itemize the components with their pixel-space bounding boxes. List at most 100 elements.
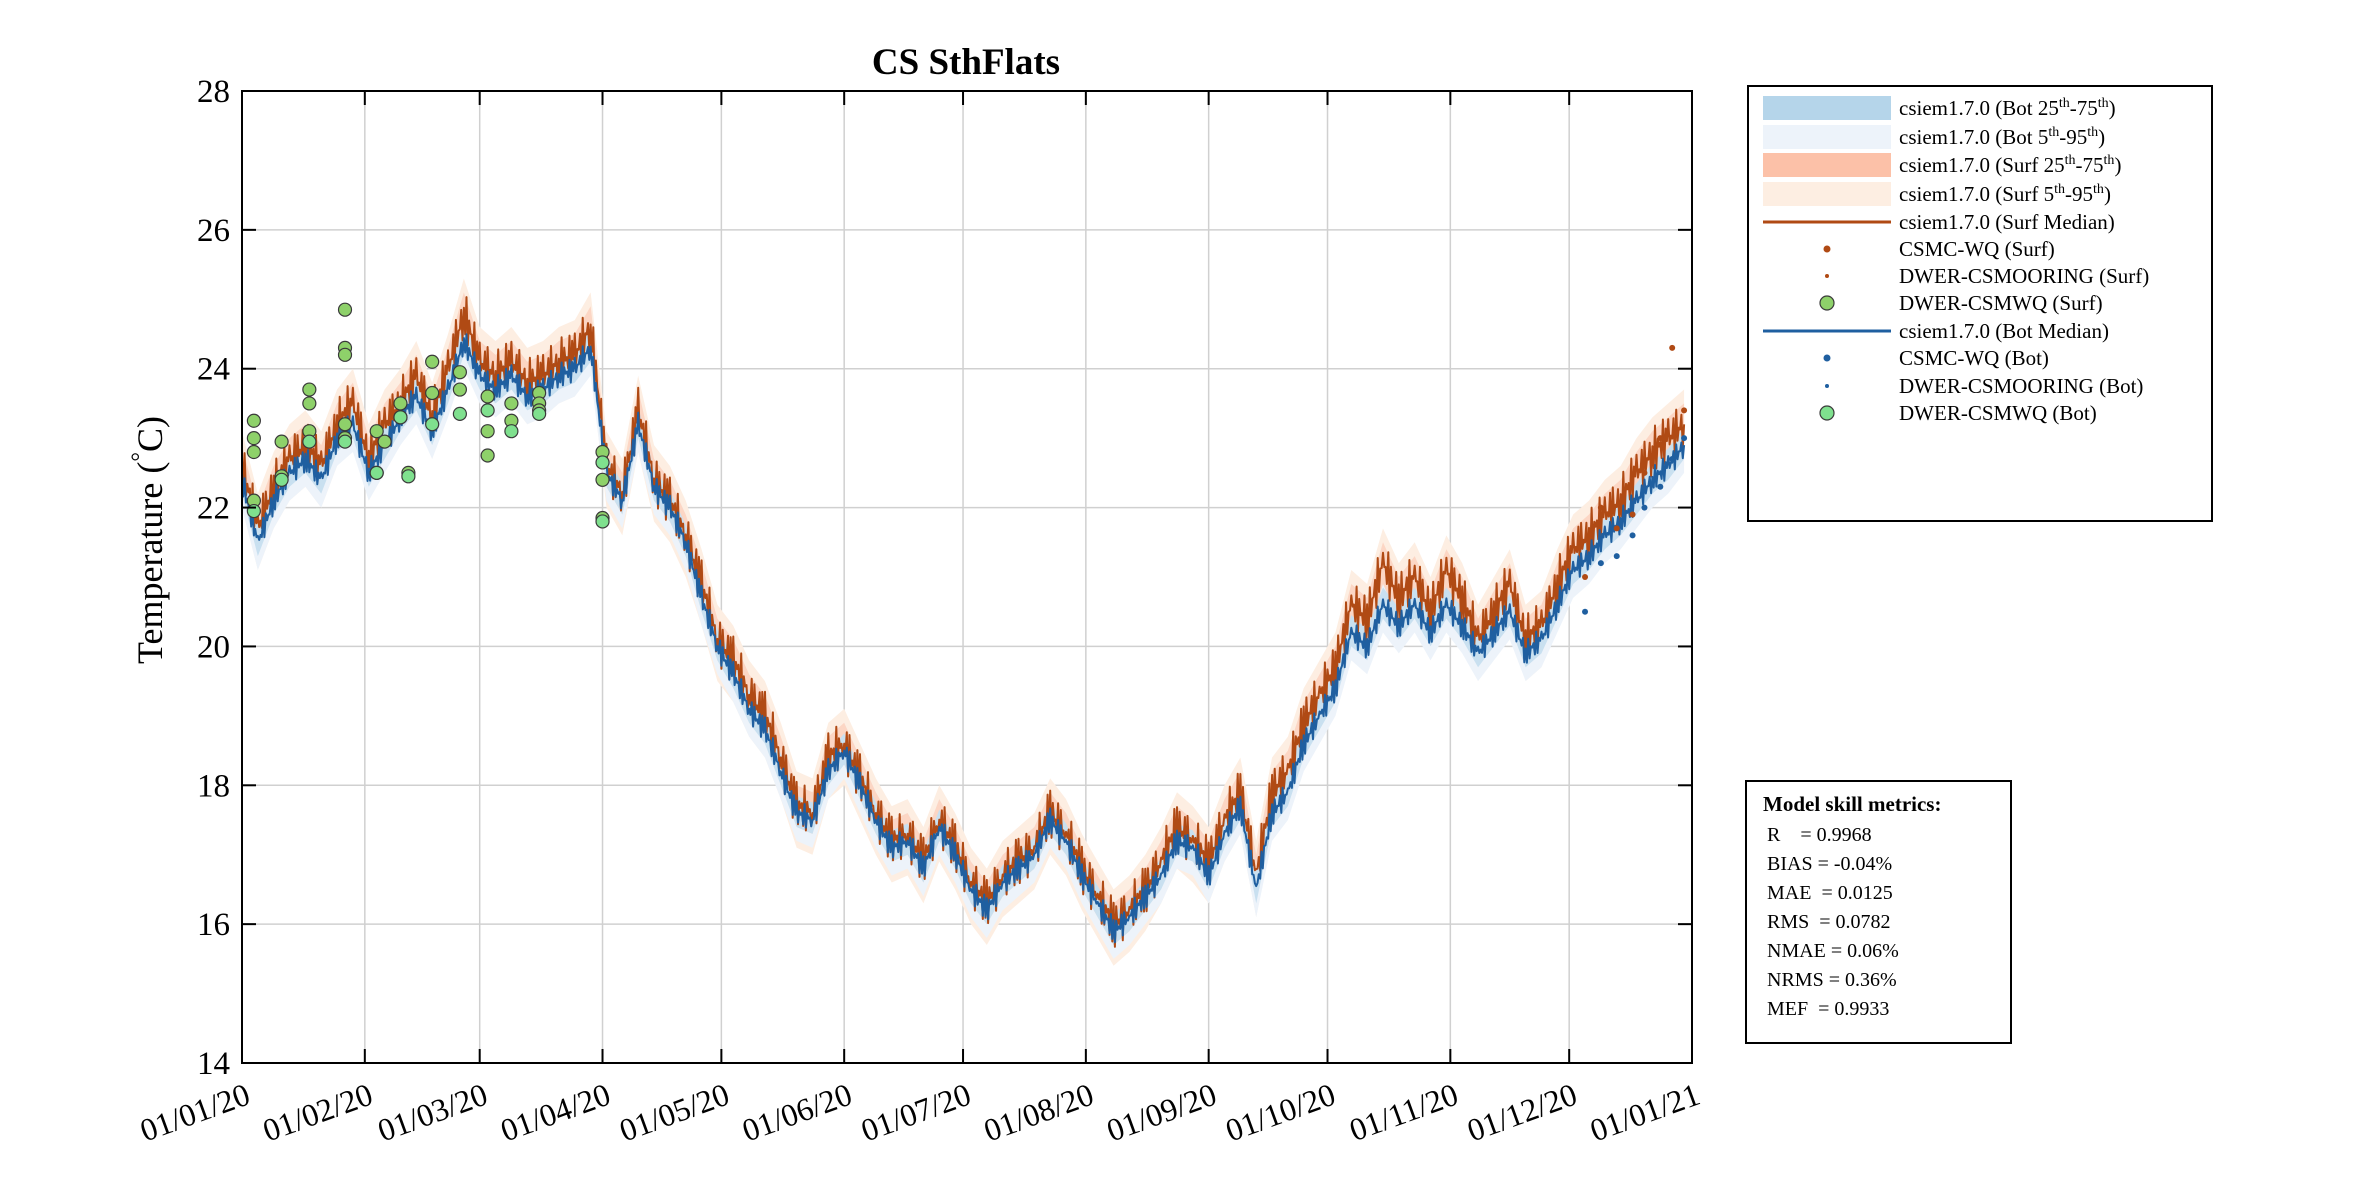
x-tick-label: 01/10/20 bbox=[1221, 1076, 1340, 1149]
observation-point bbox=[246, 444, 261, 460]
legend-label: DWER-CSMOORING (Surf) bbox=[1899, 264, 2150, 288]
observation-point bbox=[337, 302, 353, 317]
observation-point bbox=[377, 434, 392, 449]
observation-point bbox=[393, 410, 408, 425]
legend-label: DWER-CSMWQ (Surf) bbox=[1899, 291, 2103, 315]
y-tick-label: 28 bbox=[197, 74, 230, 110]
bot-25-75-band bbox=[242, 323, 1685, 945]
observation-point bbox=[452, 365, 467, 380]
observation-point bbox=[302, 434, 317, 449]
legend-symbol bbox=[1763, 291, 1891, 315]
observation-point bbox=[1681, 407, 1688, 414]
x-tick-label: 01/12/20 bbox=[1462, 1076, 1581, 1149]
legend-marker bbox=[1819, 295, 1835, 311]
legend-label: csiem1.7.0 (Bot 25th-75th) bbox=[1899, 96, 2116, 120]
y-tick-label: 14 bbox=[197, 1046, 230, 1082]
observation-point bbox=[302, 382, 317, 397]
bot-5-95-band bbox=[242, 313, 1685, 959]
observation-point bbox=[369, 424, 384, 439]
x-tick-label: 01/11/20 bbox=[1345, 1076, 1463, 1148]
observation-point bbox=[452, 382, 467, 397]
y-axis-label-unit: C) bbox=[130, 416, 170, 452]
observation-point bbox=[337, 347, 353, 362]
observation-point bbox=[595, 514, 610, 529]
x-tick-label: 01/09/20 bbox=[1102, 1076, 1221, 1149]
observation-points bbox=[246, 302, 1688, 615]
legend-symbol bbox=[1763, 374, 1891, 398]
observation-point bbox=[246, 413, 261, 428]
x-tick-label: 01/06/20 bbox=[737, 1076, 856, 1149]
observation-point bbox=[369, 465, 384, 480]
observation-point bbox=[1669, 344, 1676, 351]
observation-point bbox=[480, 403, 495, 418]
plot-frame bbox=[241, 90, 1693, 1064]
legend-label: csiem1.7.0 (Surf Median) bbox=[1899, 210, 2115, 234]
model-skill-metrics: Model skill metrics: R = 0.9968 BIAS = -… bbox=[1745, 780, 2012, 1044]
observation-point bbox=[504, 396, 519, 411]
observation-point bbox=[337, 417, 353, 432]
y-tick-label: 24 bbox=[197, 352, 230, 388]
observation-point bbox=[480, 448, 495, 463]
y-tick-label: 26 bbox=[197, 213, 230, 249]
legend-item: CSMC-WQ (Surf) bbox=[1749, 234, 2211, 264]
observation-point bbox=[1597, 560, 1604, 567]
y-tick-label: 20 bbox=[197, 629, 230, 665]
bot-median-line bbox=[241, 333, 1686, 944]
grid-lines bbox=[241, 90, 1693, 1064]
observation-point bbox=[1629, 532, 1636, 539]
metric-mae: MAE = 0.0125 bbox=[1767, 882, 1893, 904]
observation-point bbox=[1613, 553, 1620, 560]
observation-point bbox=[1582, 574, 1589, 580]
observation-point bbox=[1657, 435, 1664, 442]
observation-point bbox=[401, 469, 416, 484]
observation-point bbox=[1582, 608, 1589, 615]
legend-label: csiem1.7.0 (Surf 5th-95th) bbox=[1899, 182, 2111, 206]
metric-mef: MEF = 0.9933 bbox=[1767, 998, 1890, 1020]
legend-label: csiem1.7.0 (Surf 25th-75th) bbox=[1899, 153, 2122, 177]
y-axis-label: Temperature (°C) bbox=[128, 416, 170, 664]
legend-label: DWER-CSMOORING (Bot) bbox=[1899, 374, 2144, 398]
legend-item: DWER-CSMWQ (Surf) bbox=[1749, 288, 2211, 318]
legend-item: CSMC-WQ (Bot) bbox=[1749, 343, 2211, 373]
y-tick-label: 22 bbox=[197, 491, 230, 527]
legend-item: csiem1.7.0 (Surf Median) bbox=[1749, 207, 2211, 237]
x-tick-label: 01/04/20 bbox=[496, 1076, 615, 1149]
legend-label: csiem1.7.0 (Bot 5th-95th) bbox=[1899, 125, 2106, 149]
legend-marker bbox=[1823, 354, 1831, 362]
observation-point bbox=[1597, 504, 1604, 511]
chart-title: CS SthFlats bbox=[872, 42, 1060, 83]
legend-marker bbox=[1819, 405, 1835, 421]
surf-median-line bbox=[241, 296, 1686, 948]
y-axis-ticks: 14 16 18 20 22 24 26 28 bbox=[197, 74, 1692, 1082]
observation-point bbox=[425, 354, 440, 369]
legend-marker bbox=[1825, 384, 1829, 388]
legend-symbol bbox=[1763, 401, 1891, 425]
legend-item: DWER-CSMOORING (Surf) bbox=[1749, 261, 2211, 291]
legend-symbol bbox=[1763, 237, 1891, 261]
legend-item: DWER-CSMWQ (Bot) bbox=[1749, 398, 2211, 428]
y-tick-label: 16 bbox=[197, 907, 230, 943]
legend-item: DWER-CSMOORING (Bot) bbox=[1749, 371, 2211, 401]
observation-point bbox=[1681, 435, 1688, 442]
observation-point bbox=[1669, 455, 1676, 462]
x-tick-label: 01/08/20 bbox=[979, 1076, 1098, 1149]
observation-point bbox=[452, 406, 467, 421]
x-tick-label: 01/03/20 bbox=[373, 1076, 492, 1149]
legend-item: csiem1.7.0 (Surf 5th-95th) bbox=[1749, 179, 2211, 209]
legend-symbol bbox=[1763, 210, 1891, 234]
observation-point bbox=[480, 389, 495, 404]
legend-symbol bbox=[1763, 346, 1891, 370]
legend-symbol bbox=[1763, 153, 1891, 177]
median-lines bbox=[241, 296, 1686, 948]
observation-point bbox=[302, 396, 317, 411]
legend-symbol bbox=[1763, 125, 1891, 149]
legend-marker bbox=[1823, 245, 1831, 253]
y-axis-label-prefix: Temperature ( bbox=[130, 462, 170, 664]
legend-item: csiem1.7.0 (Surf 25th-75th) bbox=[1749, 150, 2211, 180]
legend-item: csiem1.7.0 (Bot 25th-75th) bbox=[1749, 93, 2211, 123]
metrics-title: Model skill metrics: bbox=[1763, 792, 1942, 816]
x-tick-label: 01/05/20 bbox=[615, 1076, 734, 1149]
degree-symbol: ° bbox=[128, 452, 154, 462]
legend-symbol bbox=[1763, 96, 1891, 120]
